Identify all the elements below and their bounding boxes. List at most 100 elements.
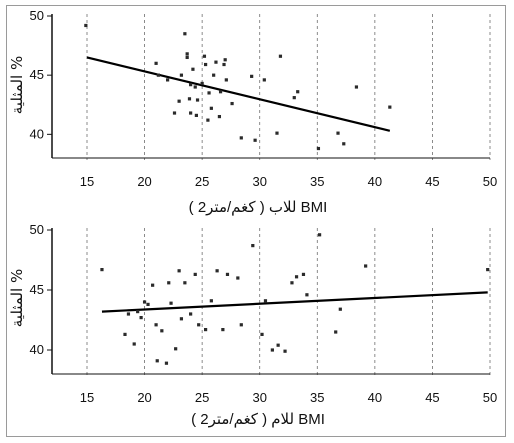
data-point	[301, 272, 306, 276]
x-axis-title: BMI للاب ( كغم/متر2 )	[189, 199, 328, 216]
data-point	[283, 349, 287, 353]
data-point	[166, 78, 170, 82]
data-point	[239, 323, 243, 327]
data-point	[221, 328, 225, 332]
data-point	[342, 142, 346, 146]
data-point	[169, 301, 173, 305]
y-axis-title: المثلية %	[8, 269, 26, 328]
data-point	[185, 55, 189, 60]
data-point	[155, 359, 159, 363]
x-tick-label: 40	[368, 390, 382, 405]
x-tick-label: 20	[137, 390, 151, 405]
data-point	[275, 131, 279, 135]
data-point	[154, 323, 158, 327]
data-point	[179, 317, 184, 321]
data-point	[338, 307, 342, 311]
data-point	[317, 233, 322, 237]
data-point	[336, 131, 340, 135]
data-point	[179, 73, 184, 77]
data-point	[292, 96, 296, 100]
data-point	[185, 52, 189, 56]
data-point	[218, 90, 223, 94]
data-point	[195, 98, 200, 102]
data-point	[316, 146, 321, 151]
data-point	[202, 54, 207, 58]
data-point	[388, 105, 392, 109]
data-point	[187, 97, 192, 101]
y-tick-label: 45	[30, 67, 44, 82]
data-point	[177, 99, 181, 103]
data-point	[189, 83, 193, 87]
data-point	[164, 361, 169, 365]
data-point	[209, 106, 213, 110]
x-axis-title: BMI للام ( كغم/متر2 )	[191, 411, 325, 428]
data-point	[123, 332, 127, 336]
data-point	[142, 300, 147, 304]
y-tick-label: 45	[30, 282, 44, 297]
x-tick-label: 45	[425, 390, 439, 405]
data-point	[177, 269, 181, 273]
data-point	[156, 73, 160, 77]
x-tick-label: 50	[483, 390, 497, 405]
data-point	[207, 91, 211, 95]
data-point	[217, 114, 222, 119]
data-point	[84, 23, 88, 28]
data-point	[139, 316, 143, 320]
data-point	[354, 85, 359, 89]
data-point	[334, 330, 338, 334]
data-point	[132, 342, 136, 346]
data-point	[203, 62, 208, 67]
data-point	[146, 302, 150, 306]
data-point	[294, 275, 299, 279]
data-point	[236, 276, 240, 280]
data-point	[270, 348, 274, 352]
data-point	[486, 268, 490, 272]
data-point	[167, 281, 171, 285]
x-tick-label: 30	[252, 390, 266, 405]
data-point	[200, 81, 204, 86]
x-tick-label: 20	[137, 174, 151, 189]
data-point	[251, 244, 255, 248]
data-point	[203, 328, 208, 332]
data-point	[191, 67, 195, 71]
data-point	[151, 283, 155, 287]
data-point	[253, 138, 257, 142]
data-point	[305, 293, 309, 297]
x-tick-label: 50	[483, 174, 497, 189]
data-point	[225, 272, 230, 276]
y-axis-title: المثلية %	[8, 56, 26, 115]
trend-line	[86, 56, 391, 132]
data-point	[189, 312, 193, 316]
y-tick-label: 40	[30, 342, 44, 357]
x-tick-label: 30	[252, 174, 266, 189]
data-point	[154, 61, 158, 65]
data-point	[183, 32, 187, 36]
data-point	[223, 58, 227, 62]
x-tick-label: 25	[195, 174, 209, 189]
data-point	[230, 101, 234, 106]
data-point	[136, 310, 140, 314]
data-point	[209, 299, 213, 303]
data-point	[212, 73, 216, 77]
x-tick-label: 15	[80, 390, 94, 405]
data-point	[194, 113, 198, 117]
data-point	[183, 281, 187, 285]
x-tick-label: 35	[310, 174, 324, 189]
trend-line	[101, 291, 488, 313]
data-point	[197, 323, 201, 327]
x-tick-label: 35	[310, 390, 324, 405]
data-point	[160, 329, 164, 333]
data-point	[260, 332, 264, 336]
data-point	[214, 60, 218, 64]
data-point	[100, 268, 104, 272]
data-point	[239, 136, 243, 140]
chart-panel-2: 50 45 40 15 20 25 30 35 40 45 50 BMI للام ( كغم/متر…	[8, 222, 497, 428]
y-tick-label: 50	[30, 8, 44, 23]
data-point	[126, 312, 131, 316]
data-point	[290, 281, 294, 285]
y-tick-label: 50	[30, 222, 44, 237]
data-point	[263, 299, 268, 303]
data-point	[224, 78, 228, 82]
data-point	[215, 269, 219, 273]
